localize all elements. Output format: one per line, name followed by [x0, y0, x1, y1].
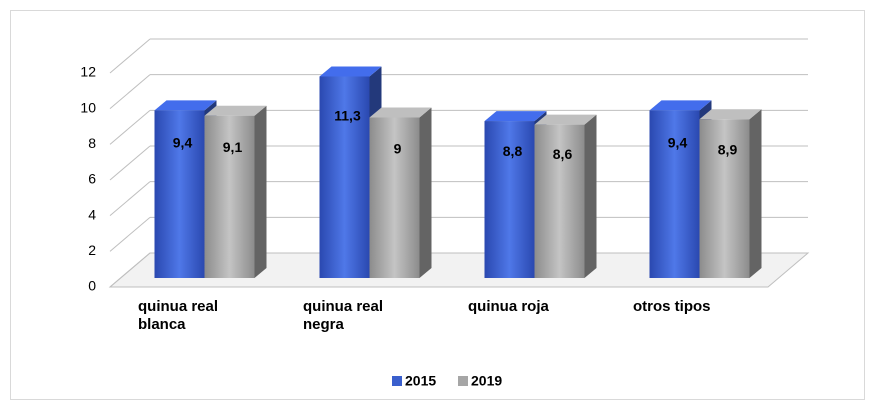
bar-side [749, 109, 762, 279]
x-tick-label: otros tipos [633, 298, 711, 315]
legend-label: 2019 [471, 373, 502, 389]
data-label: 9,4 [668, 135, 688, 151]
y-tick-label: 10 [80, 99, 96, 115]
bar-top [319, 66, 382, 77]
data-label: 9,1 [223, 139, 243, 155]
bar-top [154, 100, 217, 111]
bar-front [484, 121, 535, 278]
bar [369, 107, 432, 278]
legend-swatch [458, 376, 468, 386]
bar-side [584, 114, 597, 278]
grid-line [109, 181, 151, 217]
data-label: 11,3 [334, 107, 361, 123]
y-tick-label: 8 [88, 135, 96, 151]
bar-top [484, 111, 547, 122]
y-tick-label: 6 [88, 171, 96, 187]
data-label: 9 [394, 140, 402, 156]
grid-line [109, 145, 151, 181]
legend-swatch [392, 376, 402, 386]
grid-line [109, 252, 151, 288]
y-tick-label: 4 [88, 206, 96, 222]
grid-line [109, 38, 151, 74]
bar-front [204, 115, 255, 278]
bar-side [254, 105, 267, 278]
grid-line [109, 109, 151, 145]
x-tick-label: quinua real negra [303, 298, 384, 333]
data-label: 8,8 [503, 143, 523, 159]
data-label: 9,4 [173, 135, 193, 151]
bar-side [419, 107, 432, 278]
bar-top [534, 114, 597, 125]
data-label: 8,6 [553, 146, 573, 162]
bar-top [699, 109, 762, 120]
data-label: 8,9 [718, 142, 738, 158]
bar [699, 109, 762, 279]
bar-front [699, 119, 750, 279]
y-tick-label: 2 [88, 242, 96, 258]
bar-front [649, 110, 700, 278]
bar-top [649, 100, 712, 111]
y-tick-label: 0 [88, 278, 96, 294]
bar-top [204, 105, 267, 116]
bar [204, 105, 267, 278]
x-tick-label: quinua real blanca [138, 298, 219, 333]
y-tick-label: 12 [80, 64, 96, 80]
bar-front [369, 117, 420, 278]
x-tick-label: quinua roja [468, 298, 549, 315]
grid-line [109, 216, 151, 252]
legend-label: 2015 [405, 373, 436, 389]
bar [534, 114, 597, 278]
bar-front [534, 124, 585, 278]
grid-line [109, 74, 151, 110]
bar-front [319, 76, 370, 278]
bar-top [369, 107, 432, 118]
bar-front [154, 110, 205, 278]
